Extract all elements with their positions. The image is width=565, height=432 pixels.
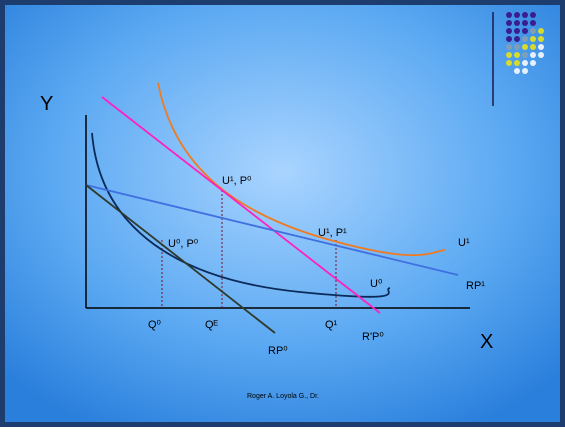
point-label: U⁰, P⁰: [168, 238, 199, 250]
rp1-line: [85, 184, 459, 276]
rp0-line: [85, 184, 276, 334]
rpp0-line: [101, 96, 381, 314]
point-label: U¹, P¹: [318, 227, 347, 239]
u1-curve: [157, 82, 446, 257]
y-label: Y: [40, 93, 53, 115]
curve-label: U¹: [458, 237, 470, 249]
quantity-label: Q¹: [325, 319, 338, 331]
curve-label: U⁰: [370, 278, 383, 290]
background: [5, 5, 560, 422]
curve-label: RP⁰: [268, 345, 288, 357]
curve-label: RP¹: [466, 280, 485, 292]
footer: Roger A. Loyola G., Dr.: [247, 393, 319, 400]
guide-lines: [161, 190, 337, 308]
quantity-label: Q⁰: [148, 319, 162, 331]
dot-pattern: [506, 12, 544, 74]
point-label: U¹, P⁰: [222, 175, 252, 187]
curve-label: R'P⁰: [362, 331, 384, 343]
x-label: X: [480, 331, 493, 353]
quantity-label: Qᴱ: [205, 319, 219, 331]
u0-curve: [91, 132, 391, 298]
